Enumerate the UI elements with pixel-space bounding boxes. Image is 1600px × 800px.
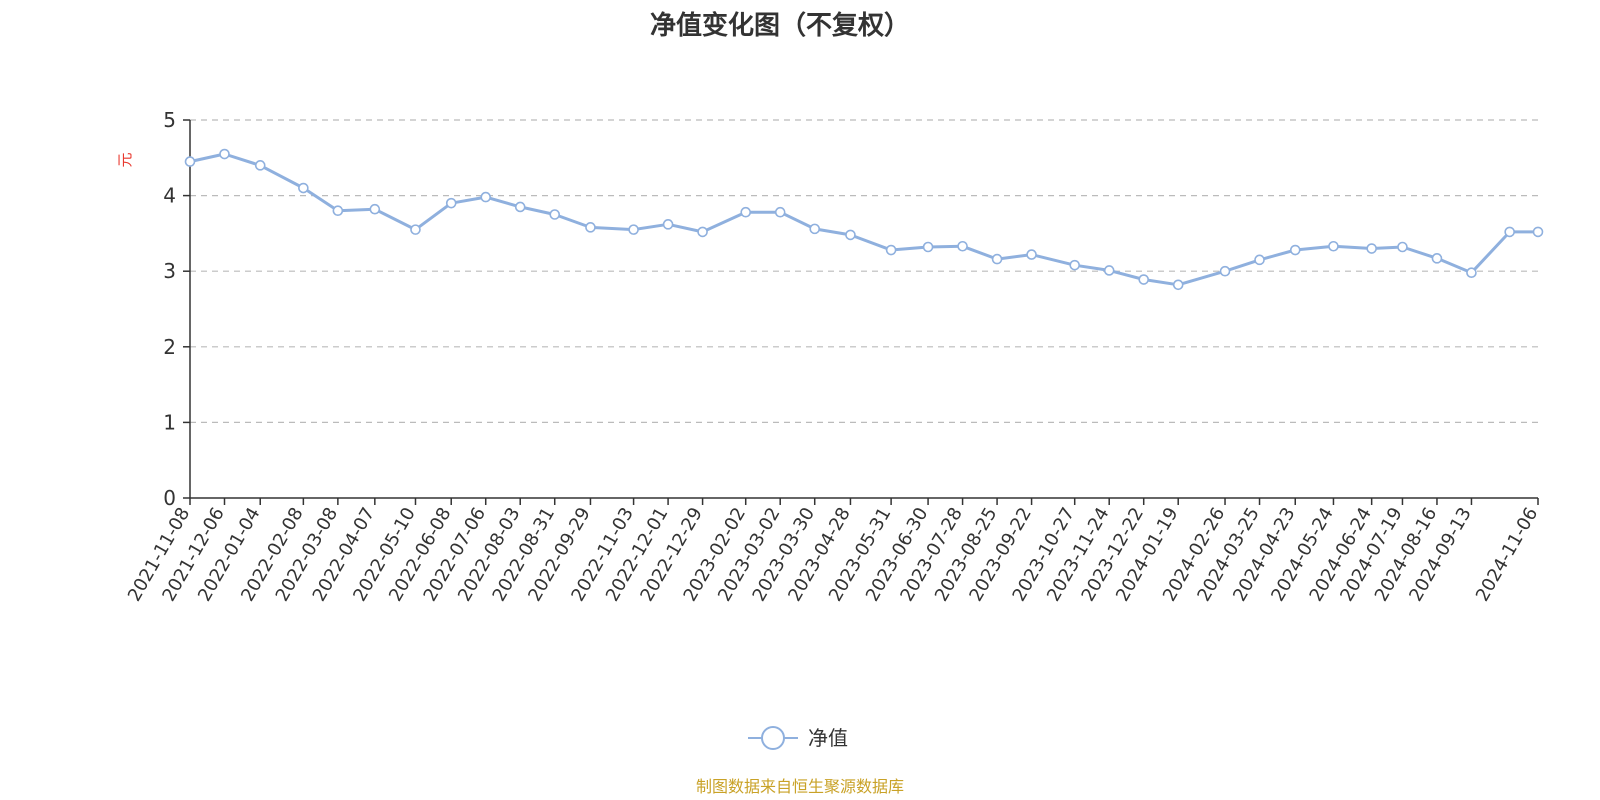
data-point[interactable] (922, 241, 934, 253)
data-source-note: 制图数据来自恒生聚源数据库 (696, 777, 904, 796)
data-point[interactable] (219, 148, 230, 160)
data-point[interactable] (332, 205, 344, 217)
y-axis-unit: 元 (116, 152, 134, 167)
series-layer (184, 148, 1544, 291)
data-point[interactable] (514, 201, 526, 213)
chart-title: 净值变化图（不复权） (650, 10, 910, 41)
data-point[interactable] (845, 229, 856, 241)
y-tick-label: 3 (163, 259, 176, 283)
y-tick-label: 1 (163, 410, 176, 434)
data-point[interactable] (369, 203, 381, 215)
data-point[interactable] (628, 224, 639, 235)
data-point[interactable] (1504, 226, 1515, 238)
data-point[interactable] (585, 222, 596, 233)
y-tick-label: 0 (163, 486, 176, 510)
data-point[interactable] (1254, 254, 1265, 266)
gridlines (190, 119, 1538, 423)
data-point[interactable] (1431, 253, 1443, 264)
y-tick-label: 4 (163, 184, 176, 208)
data-point[interactable] (410, 224, 421, 235)
x-tick-label: 2024-11-06 (1472, 504, 1542, 605)
data-point[interactable] (740, 206, 752, 218)
data-point[interactable] (1366, 243, 1377, 254)
data-point[interactable] (1219, 265, 1231, 277)
y-tick-label: 5 (163, 108, 176, 132)
data-point[interactable] (1172, 279, 1184, 291)
data-point[interactable] (1103, 265, 1115, 276)
data-point[interactable] (184, 156, 196, 167)
data-point[interactable] (697, 226, 708, 238)
axes: 0123452021-11-082021-12-062022-01-042022… (124, 108, 1542, 605)
legend-marker-icon (761, 726, 785, 750)
data-point[interactable] (298, 182, 309, 194)
data-point[interactable] (1328, 240, 1339, 252)
data-point[interactable] (662, 219, 674, 230)
data-point[interactable] (1466, 267, 1477, 279)
data-point[interactable] (885, 244, 897, 256)
data-point[interactable] (254, 160, 266, 171)
series-line-0 (189, 152, 1538, 287)
legend[interactable]: 净值 (748, 726, 848, 750)
data-point[interactable] (809, 223, 821, 235)
data-point[interactable] (445, 197, 457, 209)
legend-label: 净值 (808, 726, 848, 750)
data-point[interactable] (1289, 244, 1301, 256)
data-point[interactable] (957, 240, 968, 252)
data-point[interactable] (1138, 274, 1150, 285)
data-point[interactable] (1397, 241, 1408, 253)
data-point[interactable] (1532, 226, 1544, 238)
data-point[interactable] (774, 206, 786, 218)
y-tick-label: 2 (163, 335, 176, 359)
data-point[interactable] (1069, 259, 1081, 271)
data-point[interactable] (549, 209, 561, 220)
data-point[interactable] (1026, 249, 1037, 260)
data-point[interactable] (991, 253, 1003, 265)
data-point[interactable] (480, 191, 492, 203)
